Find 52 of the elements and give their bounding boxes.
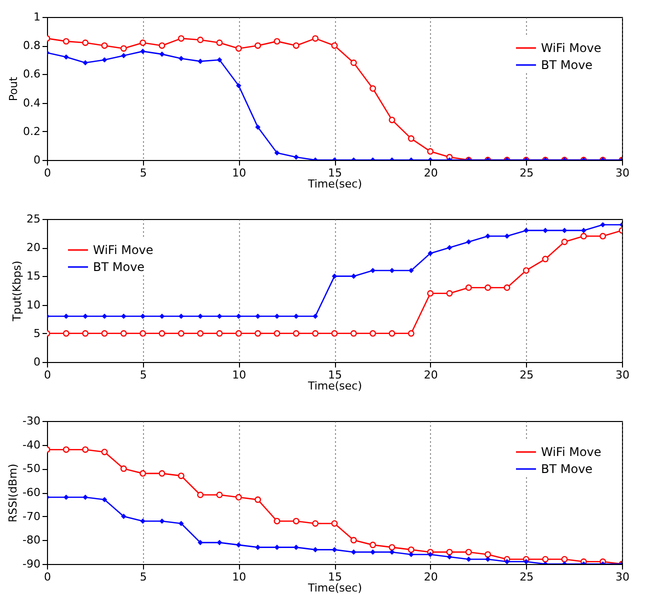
x-tick-label: 20 xyxy=(424,570,438,584)
y-tick-label: 0.8 xyxy=(23,39,40,52)
y-tick-label: 0.2 xyxy=(23,124,40,138)
x-tick-label: 15 xyxy=(328,570,342,584)
y-tick-label: 0.6 xyxy=(23,68,40,81)
x-tick-label: 30 xyxy=(616,166,630,180)
x-tick-label: 15 xyxy=(328,166,342,180)
y-tick-label: 0.4 xyxy=(23,96,40,110)
legend-label: WiFi Move xyxy=(541,445,602,459)
y-tick-label: 1 xyxy=(34,10,40,24)
x-tick-label: 25 xyxy=(520,570,534,584)
x-axis-title: Time(sec) xyxy=(306,380,362,392)
x-tick-label: 10 xyxy=(232,166,246,180)
x-axis-title: Time(sec) xyxy=(306,178,362,190)
x-tick-label: 10 xyxy=(232,368,246,382)
y-tick-label: -90 xyxy=(22,558,40,570)
x-tick-label: 25 xyxy=(520,368,534,382)
y-tick-label: -80 xyxy=(22,534,40,547)
legend-label: WiFi Move xyxy=(541,41,602,55)
x-tick-label: 0 xyxy=(44,368,51,382)
y-tick-label: -40 xyxy=(22,438,40,452)
y-tick-label: -60 xyxy=(22,486,40,499)
x-tick-label: 20 xyxy=(424,368,438,382)
y-tick-label: 0 xyxy=(34,154,40,166)
x-tick-label: 10 xyxy=(232,570,246,584)
y-tick-label: -50 xyxy=(22,462,40,476)
y-axis-title: Pout xyxy=(7,76,20,102)
x-tick-label: 15 xyxy=(328,368,342,382)
y-tick-label: 15 xyxy=(26,270,40,283)
y-axis-title: RSSI(dBm) xyxy=(6,464,20,522)
x-tick-label: 0 xyxy=(44,166,51,180)
y-tick-label: 5 xyxy=(34,326,40,340)
y-tick-label: 0 xyxy=(34,356,40,368)
y-tick-label: 25 xyxy=(26,212,40,226)
x-tick-label: 5 xyxy=(140,166,147,180)
x-tick-label: 25 xyxy=(520,166,534,180)
y-tick-label: 10 xyxy=(26,298,40,312)
y-tick-label: -70 xyxy=(22,510,40,523)
legend-label: WiFi Move xyxy=(93,243,154,257)
legend-label: BT Move xyxy=(93,260,145,274)
x-tick-label: 5 xyxy=(140,368,147,382)
x-tick-label: 30 xyxy=(616,570,630,584)
legend-label: BT Move xyxy=(541,462,593,476)
y-tick-label: 20 xyxy=(26,241,40,254)
x-tick-label: 0 xyxy=(44,570,51,584)
y-axis-title: Tput(Kbps) xyxy=(10,260,24,322)
x-tick-label: 5 xyxy=(140,570,147,584)
x-tick-label: 30 xyxy=(616,368,630,382)
legend-label: BT Move xyxy=(541,58,593,72)
x-axis-title: Time(sec) xyxy=(306,582,362,594)
x-tick-label: 20 xyxy=(424,166,438,180)
y-tick-label: -30 xyxy=(22,414,40,428)
